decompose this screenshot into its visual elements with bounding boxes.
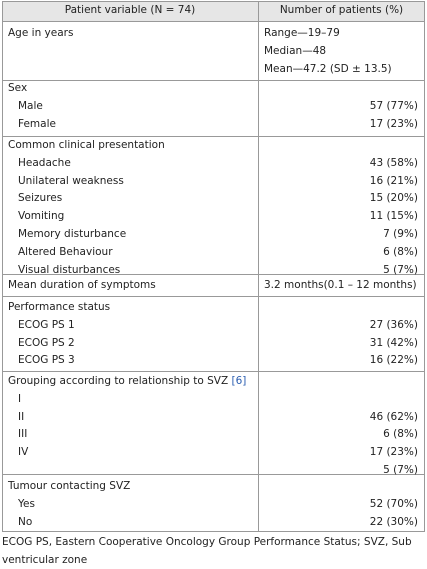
row-value: 17 (23%) [369, 446, 418, 459]
footnote: ECOG PS, Eastern Cooperative Oncology Gr… [2, 536, 412, 566]
row-label: Unilateral weakness [18, 174, 124, 187]
row-label: II [18, 410, 25, 423]
col-border [258, 1, 259, 531]
row-border [2, 371, 425, 372]
row-value: 27 (36%) [369, 318, 418, 331]
row-value: 22 (30%) [369, 515, 418, 528]
row-label: Altered Behaviour [18, 245, 113, 258]
value-text: Mean—47.2 (SD ± 13.5) [264, 63, 392, 75]
header-cell: Patient variable (N = 74) [64, 4, 196, 16]
row-border [2, 531, 425, 532]
section-label: Performance status [8, 301, 111, 313]
section-label: Mean duration of symptoms [8, 279, 156, 291]
section-label: Grouping according to relationship to SV… [8, 375, 247, 387]
col-border [424, 1, 425, 531]
value-text: 3.2 months(0.1 – 12 months) [264, 279, 417, 291]
row-label: Headache [18, 156, 71, 169]
header-bg [2, 1, 425, 21]
row-label: Visual disturbances [18, 263, 121, 276]
col-border [2, 1, 3, 531]
header-cell: Number of patients (%) [279, 4, 404, 16]
section-label: Sex [8, 82, 28, 94]
row-border [2, 80, 425, 81]
section-label: Common clinical presentation [8, 139, 165, 151]
row-border [2, 136, 425, 137]
row-value: 43 (58%) [369, 156, 418, 169]
row-value: 31 (42%) [369, 336, 418, 349]
row-value: 17 (23%) [369, 117, 418, 130]
row-label: IV [18, 446, 29, 459]
row-label: III [18, 428, 28, 441]
row-label: I [18, 392, 22, 405]
value-text: Median—48 [264, 45, 327, 57]
row-border [2, 274, 425, 275]
row-value: 6 (8%) [383, 245, 418, 258]
row-label: Memory disturbance [18, 228, 127, 240]
row-value: 46 (62%) [369, 410, 418, 423]
row-value: 15 (20%) [369, 192, 418, 205]
value-text: Range—19–79 [264, 27, 340, 39]
row-label: ECOG PS 2 [18, 336, 75, 349]
row-border [2, 1, 425, 2]
row-label: ECOG PS 1 [18, 318, 75, 331]
row-border [2, 296, 425, 297]
row-value: 5 (7%) [383, 263, 418, 276]
section-label: Age in years [8, 27, 74, 39]
row-label: Yes [18, 497, 35, 510]
row-value: 11 (15%) [369, 210, 418, 223]
row-border [2, 474, 425, 475]
row-value: 57 (77%) [369, 99, 418, 112]
row-value: 5 (7%) [383, 464, 418, 476]
row-label: Female [18, 117, 56, 130]
row-label: No [18, 515, 33, 528]
row-border [2, 21, 425, 22]
reference-link[interactable]: [6] [231, 375, 247, 387]
row-value: 7 (9%) [383, 228, 418, 240]
row-value: 52 (70%) [369, 497, 418, 510]
row-label: Male [18, 99, 43, 112]
row-label: Vomiting [18, 210, 65, 223]
row-label: ECOG PS 3 [18, 354, 75, 367]
row-label: Seizures [18, 192, 63, 205]
section-label: Tumour contacting SVZ [8, 480, 131, 492]
row-value: 6 (8%) [383, 428, 418, 441]
row-value: 16 (21%) [369, 174, 418, 187]
row-value: 16 (22%) [369, 354, 418, 367]
